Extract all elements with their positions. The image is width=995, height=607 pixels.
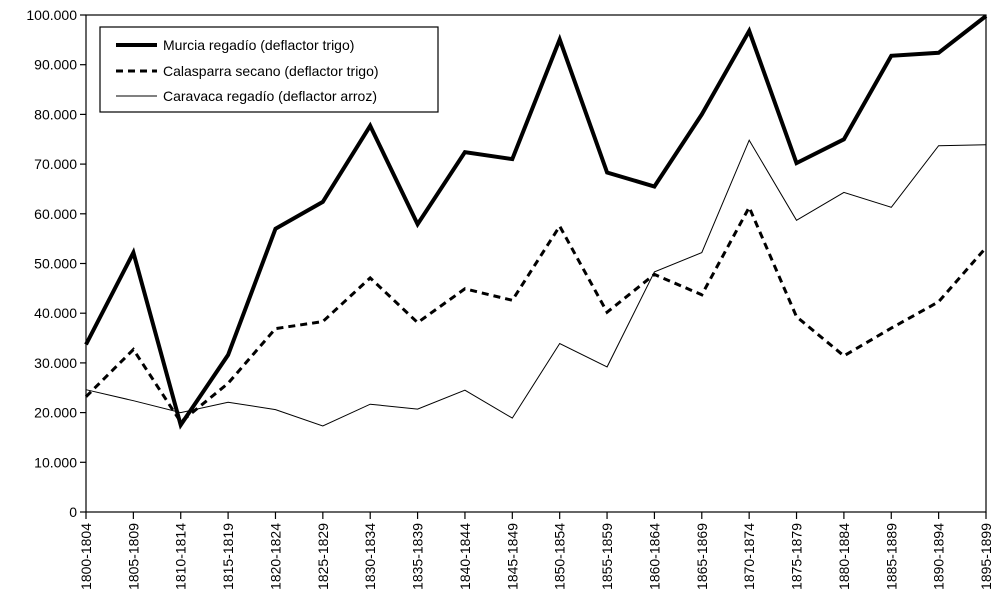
legend-label-murcia: Murcia regadío (deflactor trigo)	[163, 37, 354, 53]
y-tick-label: 70.000	[34, 156, 77, 172]
y-tick-label: 90.000	[34, 57, 77, 73]
y-tick-label: 0	[69, 504, 77, 520]
legend-box	[99, 26, 439, 113]
x-tick-label: 1895-1899	[978, 523, 994, 590]
x-tick-label: 1870-1874	[741, 523, 757, 590]
x-tick-label: 1840-1844	[457, 523, 473, 590]
x-tick-label: 1890-1894	[931, 523, 947, 590]
series-line-1	[84, 203, 988, 425]
x-tick-label: 1885-1889	[883, 523, 899, 590]
series-line-0	[84, 14, 988, 430]
x-tick-label: 1820-1824	[267, 523, 283, 590]
series-layer	[84, 14, 988, 430]
x-axis: 1800-1804 1805-1809 1810-1814 1815-1819 1820…	[78, 512, 994, 590]
x-tick-label: 1880-1884	[836, 523, 852, 590]
x-tick-label: 1860-1864	[646, 523, 662, 590]
x-tick-label: 1825-1829	[315, 523, 331, 590]
x-tick-label: 1845-1849	[504, 523, 520, 590]
legend-label-calasparra: Calasparra secano (deflactor trigo)	[163, 63, 379, 79]
x-tick-label: 1815-1819	[220, 523, 236, 590]
y-tick-label: 40.000	[34, 305, 77, 321]
y-axis: 0 10.000 20.000 30.000 40.000 50.000 60.000 70.…	[26, 7, 86, 520]
x-tick-label: 1855-1859	[599, 523, 615, 590]
legend: Murcia regadío (deflactor trigo) Calaspa…	[99, 26, 439, 113]
x-tick-label: 1805-1809	[125, 523, 141, 590]
x-tick-label: 1835-1839	[410, 523, 426, 590]
y-tick-label: 20.000	[34, 405, 77, 421]
series-line-2	[85, 139, 987, 427]
y-tick-label: 100.000	[26, 7, 77, 23]
x-tick-label: 1865-1869	[694, 523, 710, 590]
y-tick-label: 80.000	[34, 106, 77, 122]
x-tick-label: 1875-1879	[789, 523, 805, 590]
x-tick-label: 1810-1814	[173, 523, 189, 590]
x-tick-label: 1830-1834	[362, 523, 378, 590]
x-tick-label: 1800-1804	[78, 523, 94, 590]
y-tick-label: 30.000	[34, 355, 77, 371]
y-tick-label: 60.000	[34, 206, 77, 222]
y-tick-label: 10.000	[34, 454, 77, 470]
x-tick-label: 1850-1854	[552, 523, 568, 590]
legend-label-caravaca: Caravaca regadío (deflactor arroz)	[163, 88, 377, 104]
y-tick-label: 50.000	[34, 256, 77, 272]
